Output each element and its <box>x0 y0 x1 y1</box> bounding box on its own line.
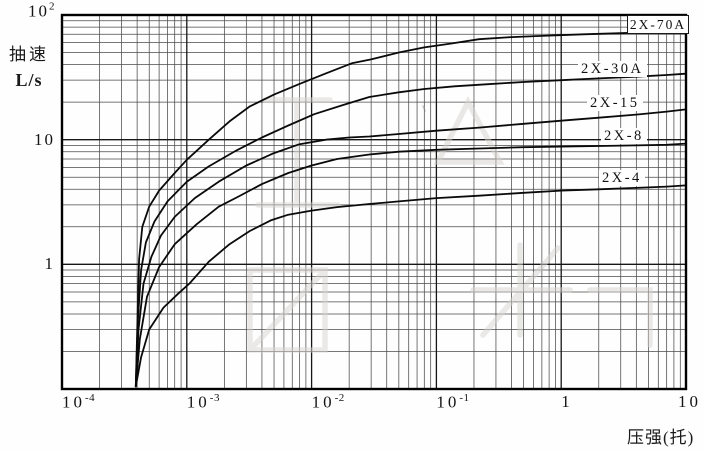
y-tick-1: 10 <box>34 129 55 149</box>
x-tick-1: 10-3 <box>186 392 220 412</box>
series-label-2x-15: 2X-15 <box>587 95 643 111</box>
y-axis-title-text: 抽速 <box>9 45 49 64</box>
x-tick-3: 10-1 <box>436 392 470 412</box>
curve-2x-70a <box>134 30 687 388</box>
x-tick-5: 10 <box>678 392 701 411</box>
curve-2x-15 <box>134 108 687 388</box>
x-tick-4: 1 <box>561 392 573 411</box>
series-label-2x-30a: 2X-30A <box>578 61 647 77</box>
series-label-2x-4: 2X-4 <box>599 170 645 186</box>
curve-2x-4 <box>134 184 687 388</box>
curve-2x-30a <box>134 72 687 388</box>
watermark <box>247 96 653 353</box>
grid-minor-lines <box>62 15 686 389</box>
speed-curves <box>134 30 687 388</box>
y-axis-title: 抽速 L/s <box>3 45 55 90</box>
curve-2x-8 <box>134 142 687 388</box>
x-tick-0: 10-4 <box>62 392 96 412</box>
x-axis-title: 压强(托) <box>627 428 695 447</box>
plot-frame <box>60 13 688 391</box>
x-tick-2: 10-2 <box>311 392 345 412</box>
series-label-2x-70a: 2X-70A <box>627 15 689 34</box>
y-tick-0: 102 <box>28 0 55 21</box>
series-label-2x-8: 2X-8 <box>601 128 647 144</box>
y-tick-2: 1 <box>44 254 55 274</box>
y-axis-unit: L/s <box>15 69 43 90</box>
